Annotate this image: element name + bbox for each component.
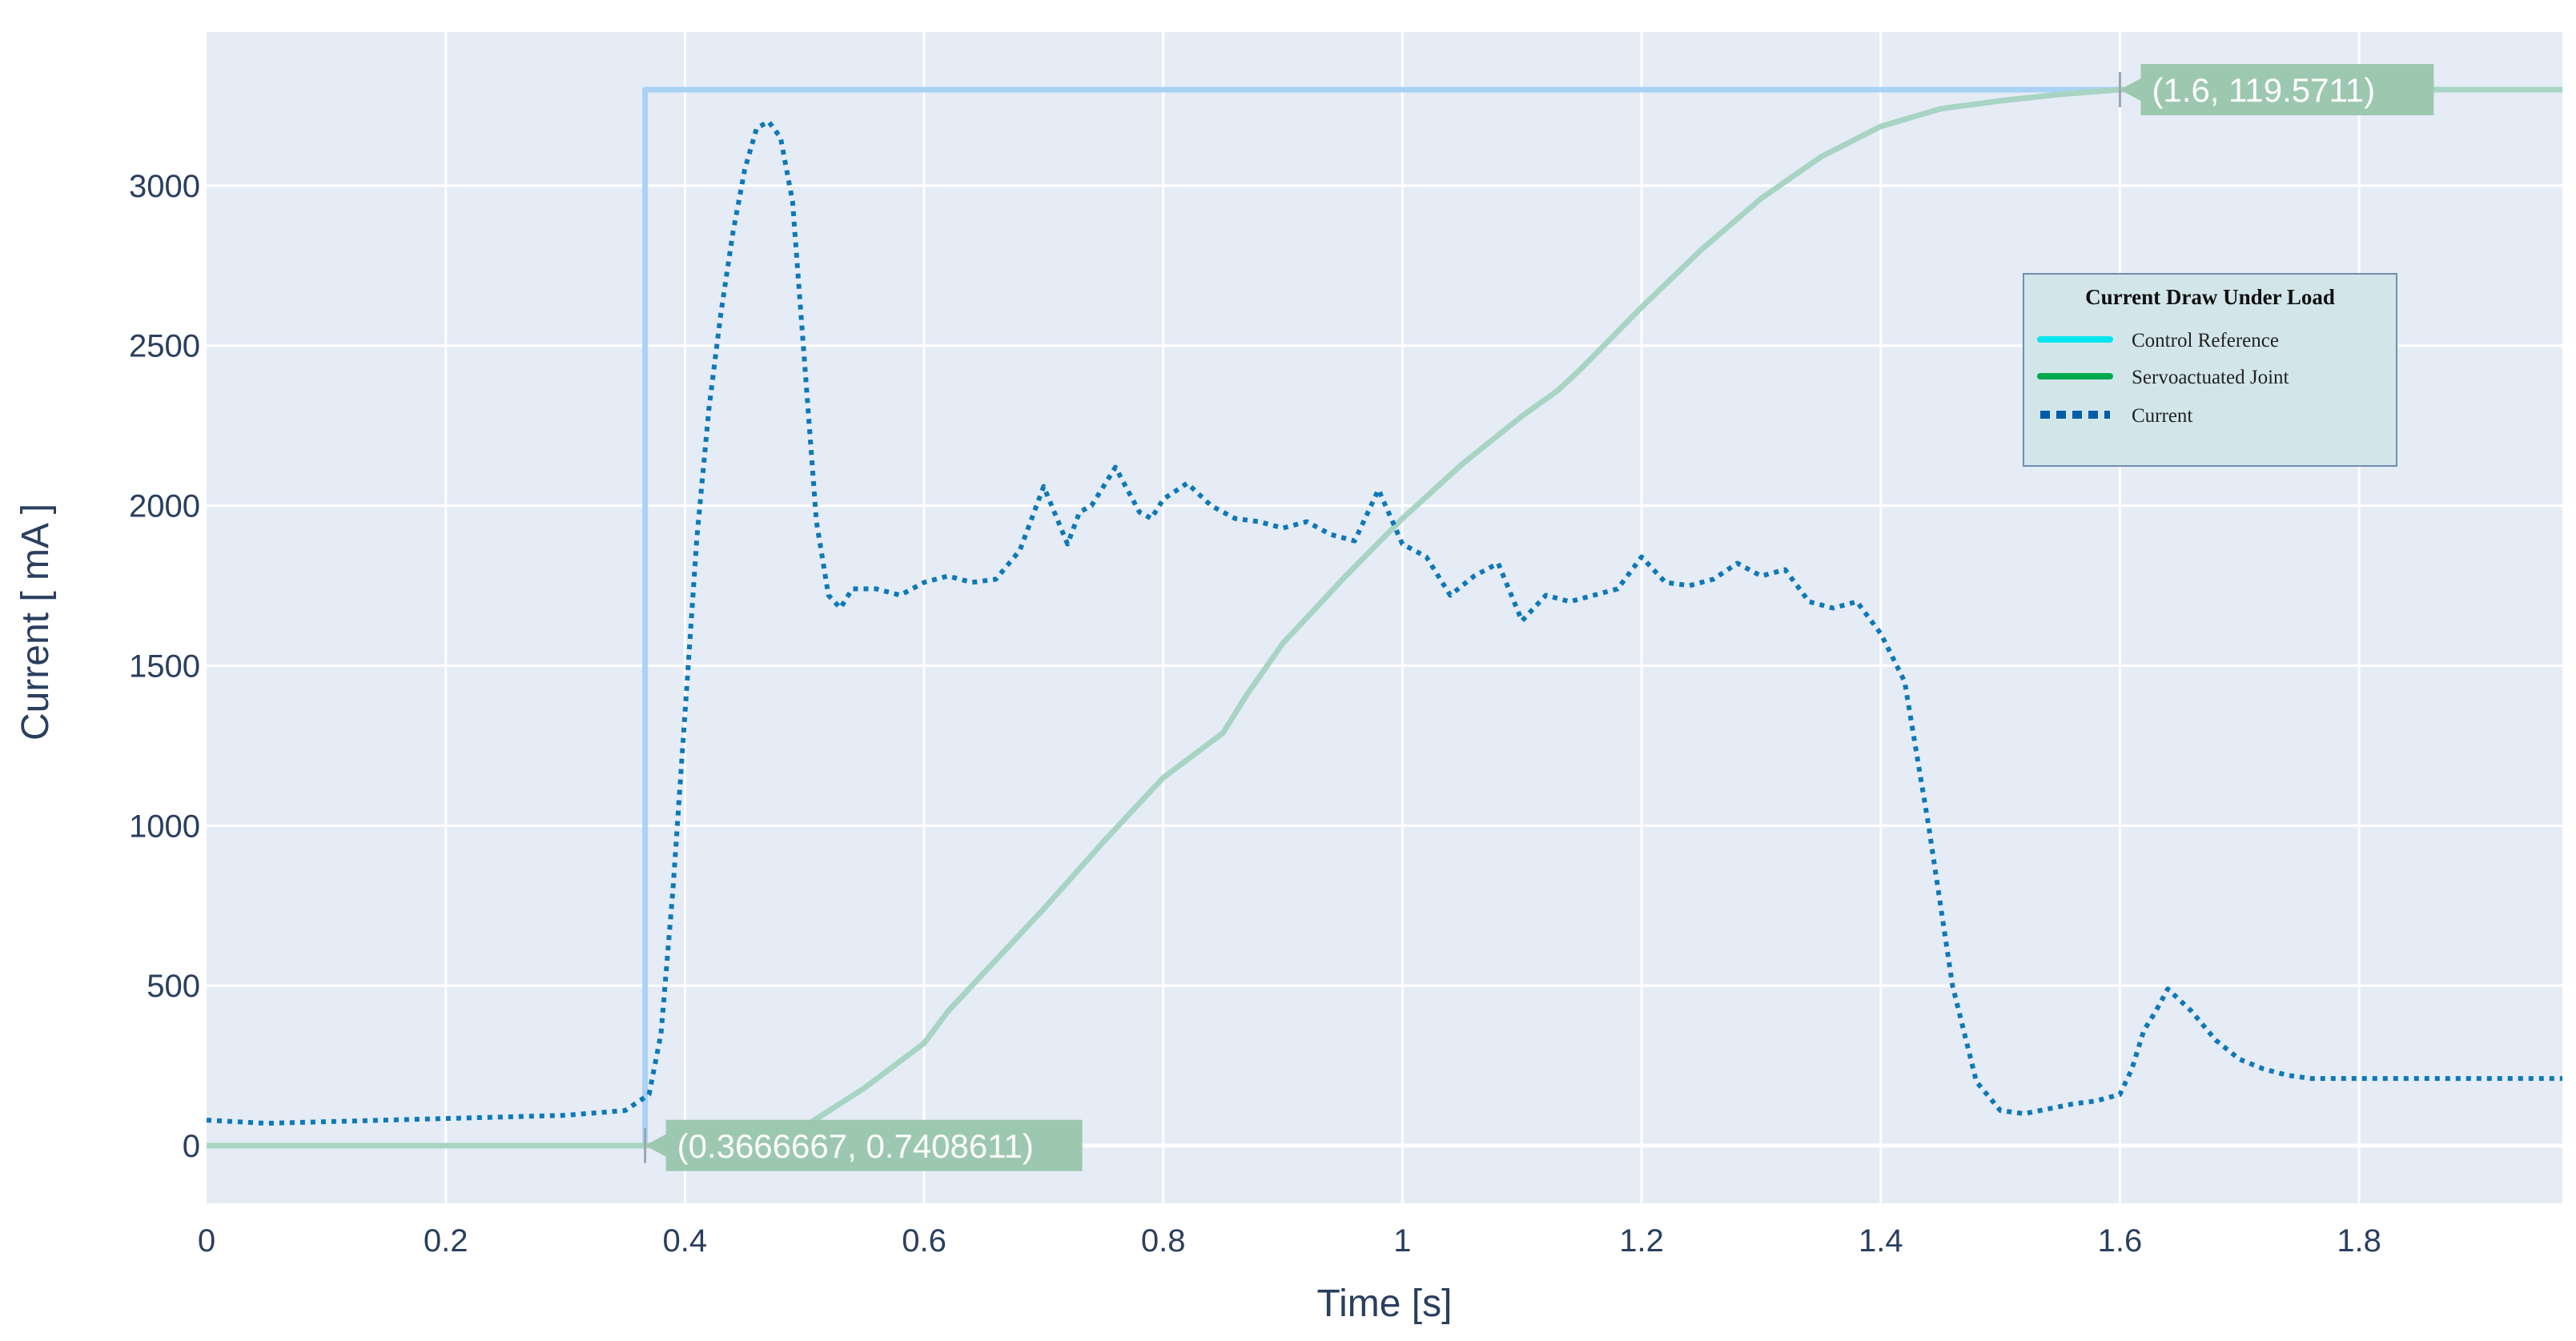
x-tick-label: 0.8 (1141, 1223, 1186, 1259)
y-tick-label: 2000 (129, 489, 200, 524)
y-tick-label: 3000 (129, 169, 200, 204)
x-tick-label: 1.6 (2098, 1223, 2143, 1259)
x-tick-label: 0 (198, 1223, 215, 1259)
hover-annotations: (0.3666667, 0.7408611) (1.6, 119.5711) (644, 63, 2434, 1171)
hover-label: (0.3666667, 0.7408611) (644, 1119, 1083, 1171)
hover-label-box (645, 1119, 1083, 1171)
legend-title: Current Draw Under Load (2085, 285, 2335, 309)
hover-label-box (2120, 63, 2434, 115)
x-tick-label: 0.2 (424, 1223, 468, 1259)
plot-background (207, 32, 2562, 1203)
legend: Current Draw Under Load Control Referenc… (2023, 273, 2397, 467)
y-tick-label: 1000 (129, 809, 200, 844)
x-tick-label: 1.4 (1859, 1223, 1903, 1259)
y-axis-ticks: 0 500 1000 1500 2000 2500 3000 (129, 169, 200, 1164)
y-tick-label: 1500 (129, 648, 200, 684)
x-tick-label: 0.4 (663, 1223, 708, 1259)
series-line-current (206, 118, 2562, 1126)
legend-label-current: Current (2132, 405, 2192, 427)
legend-label-servoactuated-joint: Servoactuated Joint (2132, 367, 2289, 388)
legend-label-control-reference: Control Reference (2132, 330, 2279, 351)
x-tick-label: 1.8 (2337, 1223, 2381, 1259)
y-tick-label: 500 (147, 969, 200, 1004)
hover-label: (1.6, 119.5711) (2118, 63, 2434, 115)
y-tick-label: 2500 (129, 329, 200, 364)
x-tick-label: 0.6 (902, 1223, 946, 1259)
y-tick-label: 0 (183, 1129, 200, 1164)
x-tick-label: 1.2 (1619, 1223, 1664, 1259)
hover-label-text: (1.6, 119.5711) (2152, 71, 2375, 109)
x-axis-title: Time [s] (1317, 1283, 1453, 1325)
y-axis-title: Current [ mA ] (14, 504, 57, 741)
x-tick-label: 1 (1393, 1223, 1411, 1259)
legend-box (2023, 273, 2397, 467)
x-axis-ticks: 0 0.2 0.4 0.6 0.8 1 1.2 1.4 1.6 1.8 (198, 1223, 2381, 1259)
hover-label-text: (0.3666667, 0.7408611) (677, 1127, 1034, 1165)
